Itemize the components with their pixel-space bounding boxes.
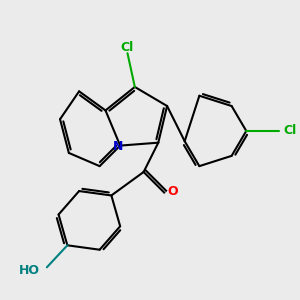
Text: Cl: Cl <box>121 41 134 54</box>
Text: N: N <box>113 140 123 153</box>
Text: Cl: Cl <box>284 124 297 137</box>
Text: HO: HO <box>19 264 40 277</box>
Text: O: O <box>167 184 178 198</box>
